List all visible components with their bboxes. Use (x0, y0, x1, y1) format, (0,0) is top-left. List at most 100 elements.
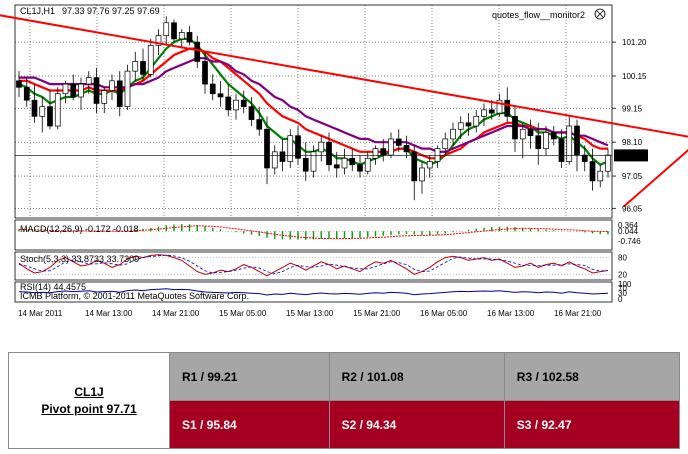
candle-body (388, 138, 394, 156)
candle-body (287, 135, 294, 162)
price-tick-label: 101.20 (622, 38, 647, 47)
candle-body (209, 83, 216, 95)
candle-body (357, 164, 363, 172)
current-price-label: 97.69 (618, 151, 639, 160)
trendline-0 (0, 14, 688, 138)
stoch-tick-label: 80 (618, 254, 627, 263)
candle-body (155, 35, 162, 46)
close-icon[interactable] (594, 8, 606, 20)
pivot-table: CL1J Pivot point 97.71 R1 / 99.21 R2 / 1… (8, 352, 681, 449)
trendline-1 (622, 148, 688, 208)
candle-body (481, 109, 487, 117)
candle-body (512, 115, 518, 140)
candle-body (39, 106, 46, 117)
candle-body (605, 154, 611, 172)
chart-symbol: CL1J,H1 (20, 6, 55, 16)
s3-cell: S3 / 92.47 (503, 400, 681, 449)
candle-body (364, 157, 371, 172)
macd-tick-label: 0.364 (618, 221, 639, 230)
candle-body (47, 106, 53, 127)
candle-body (566, 125, 573, 162)
stoch-main-line (18, 254, 609, 277)
candle-body (496, 99, 503, 114)
chart-ohlc: 97.33 97.76 97.25 97.69 (62, 6, 160, 16)
candle-body (403, 145, 410, 153)
pane-frame-3 (14, 281, 613, 303)
s2-cell: S2 / 94.34 (328, 400, 505, 449)
candle-body (581, 154, 588, 162)
candle-body (504, 99, 511, 117)
candle-body (124, 70, 131, 108)
candle-body (434, 148, 441, 162)
candle-body (70, 83, 77, 98)
candle-body (171, 22, 177, 40)
candle-body (279, 151, 286, 162)
candle-body (116, 80, 123, 108)
candle-body (465, 122, 472, 127)
r3-cell: R3 / 102.58 (503, 352, 681, 401)
candle-body (411, 151, 418, 182)
candle-body (450, 128, 456, 140)
candle-body (233, 99, 239, 111)
candle-body (31, 99, 38, 117)
candle-body (178, 32, 185, 40)
price-tick-label: 100.15 (622, 72, 647, 81)
candle-body (519, 128, 526, 140)
candle-body (318, 141, 325, 153)
time-tick-label: 14 Mar 2011 (18, 309, 63, 318)
candle-body (341, 157, 348, 169)
candle-body (62, 83, 69, 95)
stoch-signal-line (18, 254, 609, 275)
candle-body (295, 135, 301, 159)
candle-body (442, 138, 449, 149)
candle-body (217, 93, 224, 98)
rsi-line (18, 288, 609, 296)
pivot-point-label: Pivot point 97.71 (41, 401, 137, 416)
time-tick-label: 14 Mar 13:00 (85, 309, 133, 318)
stoch-tick-label: 20 (618, 270, 627, 279)
price-tick-label: 96.05 (622, 204, 643, 213)
time-tick-label: 16 Mar 21:00 (554, 309, 602, 318)
candle-body (85, 77, 92, 85)
candle-body (140, 61, 146, 75)
candle-body (132, 61, 139, 72)
candle-body (535, 135, 542, 149)
time-tick-label: 15 Mar 13:00 (286, 309, 334, 318)
macd-tick-label: -0.746 (618, 237, 641, 246)
current-price-box (614, 149, 648, 162)
candle-body (543, 132, 549, 149)
time-tick-label: 16 Mar 13:00 (487, 309, 535, 318)
price-tick-label: 99.15 (622, 104, 643, 113)
watermark: ICMB Platform, © 2001-2011 MetaQuotes So… (20, 291, 249, 301)
candle-body (163, 22, 170, 37)
candle-body (574, 125, 580, 156)
candle-body (302, 157, 309, 172)
candle-body (16, 80, 22, 88)
rsi-tick-label: 100 (618, 280, 632, 289)
stoch-label: Stoch(5,3,3) 33.8733 33.7309 (20, 254, 139, 264)
candle-body (589, 161, 596, 182)
candle-body (225, 96, 232, 111)
candle-body (271, 151, 278, 169)
candle-body (527, 128, 534, 137)
r1-cell: R1 / 99.21 (169, 352, 330, 401)
rsi-tick-label: 30 (618, 289, 627, 298)
r2-cell: R2 / 101.08 (328, 352, 505, 401)
candle-body (457, 122, 464, 130)
price-tick-label: 97.05 (622, 172, 643, 181)
candle-body (372, 148, 379, 159)
rsi-label: RSI(14) 44.4575 (20, 282, 86, 292)
candle-body (349, 157, 356, 166)
candle-body (326, 141, 332, 166)
candle-body (109, 80, 115, 91)
indicator-name: quotes_flow__monitor2 (492, 10, 585, 20)
macd-signal-line (18, 225, 609, 240)
candle-body (101, 90, 108, 104)
pivot-symbol: CL1J (74, 384, 104, 399)
time-tick-label: 14 Mar 21:00 (152, 309, 200, 318)
time-tick-label: 16 Mar 05:00 (420, 309, 468, 318)
candle-body (419, 167, 425, 182)
pane-frame-0 (14, 4, 613, 219)
candle-body (395, 138, 402, 146)
